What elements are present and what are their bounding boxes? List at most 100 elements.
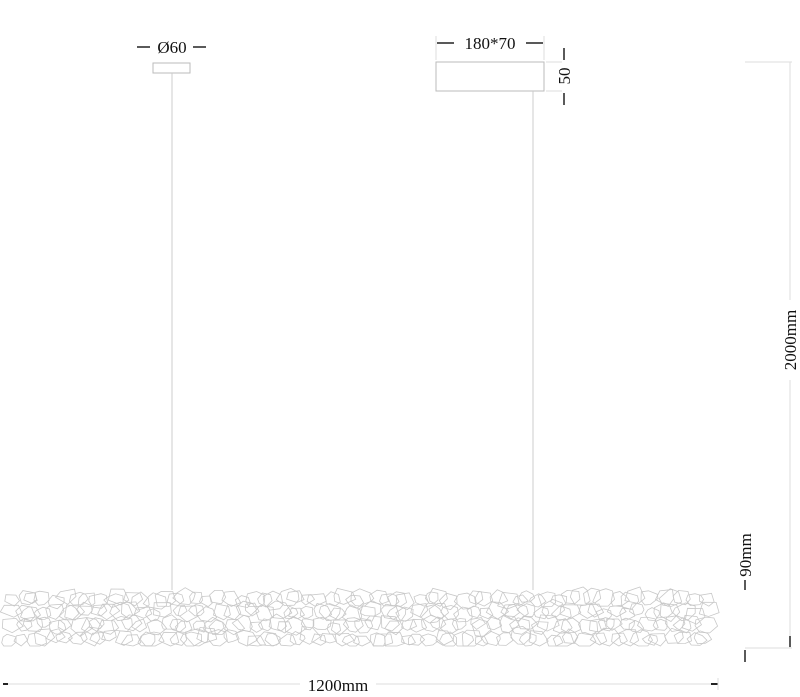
crystal [536,614,560,632]
crystal [277,633,297,647]
crystal [299,625,322,645]
crystal [145,608,161,622]
crystal [146,618,168,636]
crystal [166,592,185,606]
crystal [172,587,196,605]
crystal [58,604,80,621]
crystal [699,592,715,607]
crystal [277,621,292,634]
crystal [578,618,599,636]
crystal [318,603,341,622]
crystal [569,586,591,606]
crystal [257,592,273,608]
crystal [509,617,531,635]
crystal [19,606,42,622]
crystal [641,634,658,646]
crystal [485,601,510,620]
crystal [552,631,575,647]
crystal [518,631,537,647]
crystal [255,604,274,622]
canopy-diameter-label: Ø60 [157,38,186,57]
crystal [409,618,428,633]
crystal [264,632,281,647]
crystal [560,617,582,633]
crystal [48,619,67,635]
crystal [299,605,314,619]
crystal [142,592,168,610]
crystal [90,604,108,617]
crystal [421,614,440,632]
crystal [283,605,299,620]
crystal [440,605,460,620]
crystal [153,602,172,618]
crystal [440,618,459,634]
crystal [698,601,720,617]
crystal [133,606,153,619]
crystal [301,594,316,606]
crystal [70,617,94,637]
crystal [529,593,547,608]
crystal [384,631,406,647]
crystal [587,603,605,618]
crystal [311,633,327,646]
crystal [410,603,429,618]
crystal [618,629,640,647]
crystal [684,607,706,625]
crystal [438,631,458,647]
crystal [387,591,408,607]
crystal [234,630,258,647]
crystal [196,606,218,623]
crystal [384,620,404,636]
crystal [13,633,29,647]
crystal [533,606,550,620]
crystal [231,614,253,632]
canopy-height-label: 50 [555,68,574,85]
body-height-dimension: 90mm [736,533,755,662]
crystal [289,631,306,646]
crystal [672,590,691,606]
crystal [364,615,382,631]
crystal [531,621,549,635]
crystal [1,617,24,634]
crystal [103,593,124,609]
crystal [537,591,557,608]
crystal [561,628,579,644]
crystal [324,591,341,607]
crystal [244,602,260,617]
crystal [500,603,521,620]
crystal [503,602,529,622]
crystal [286,590,305,603]
crystal [255,631,280,647]
crystal [466,605,482,619]
crystal [401,619,418,631]
crystal [629,603,645,616]
crystal [517,615,538,630]
crystal [123,592,144,607]
crystal [22,616,44,632]
crystal [249,621,264,633]
crystal [559,604,582,619]
crystal [611,632,628,647]
crystal [208,619,229,635]
crystal [637,616,659,632]
crystal [114,630,134,646]
crystal [319,633,337,644]
body-height-label: 90mm [736,533,755,576]
crystal [121,601,141,619]
crystal [372,633,394,647]
crystal [664,627,684,644]
crystal [267,600,293,620]
crystal [120,634,142,647]
crystal [592,588,615,607]
crystal [306,593,327,607]
crystal [583,587,602,604]
crystal [496,632,514,646]
crystal [188,604,205,617]
crystal [474,591,494,607]
crystal [177,605,198,623]
crystal [595,608,612,622]
crystal [209,590,227,605]
crystal [328,607,347,621]
crystal [686,632,708,646]
